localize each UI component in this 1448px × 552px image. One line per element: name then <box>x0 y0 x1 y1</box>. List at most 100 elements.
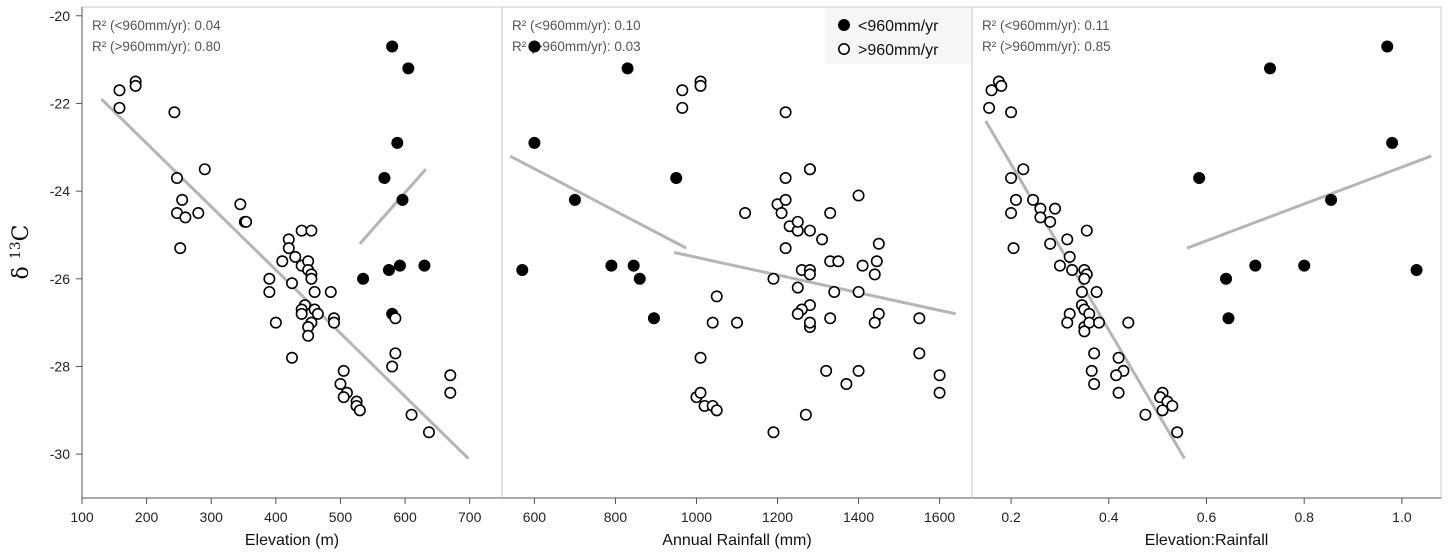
data-point-high-rainfall <box>824 207 837 220</box>
data-point-high-rainfall <box>269 316 282 329</box>
data-point-high-rainfall <box>1088 347 1101 360</box>
data-point-high-rainfall <box>1112 386 1125 399</box>
data-point-high-rainfall <box>113 101 126 114</box>
x-axis-title: Elevation:Rainfall <box>1145 532 1269 549</box>
legend-label: >960mm/yr <box>858 42 939 59</box>
data-point-high-rainfall <box>694 386 707 399</box>
data-point-low-rainfall <box>391 136 404 149</box>
data-point-low-rainfall <box>528 40 541 53</box>
x-tick-label: 1600 <box>924 509 955 525</box>
fit-line <box>100 97 470 460</box>
legend-marker <box>837 42 850 55</box>
data-point-high-rainfall <box>1049 202 1062 215</box>
data-point-low-rainfall <box>1193 171 1206 184</box>
x-tick-label: 200 <box>135 509 159 525</box>
y-tick-label: -28 <box>50 358 70 374</box>
data-point-high-rainfall <box>803 316 816 329</box>
data-point-high-rainfall <box>170 171 183 184</box>
data-point-high-rainfall <box>739 207 752 220</box>
data-point-low-rainfall <box>418 259 431 272</box>
data-point-high-rainfall <box>337 364 350 377</box>
data-point-high-rainfall <box>868 268 881 281</box>
data-point-high-rainfall <box>276 255 289 268</box>
data-point-high-rainfall <box>852 364 865 377</box>
data-point-high-rainfall <box>295 224 308 237</box>
data-point-high-rainfall <box>985 84 998 97</box>
data-point-high-rainfall <box>1005 106 1018 119</box>
data-point-high-rainfall <box>1034 211 1047 224</box>
data-point-high-rainfall <box>1139 408 1152 421</box>
data-point-high-rainfall <box>444 369 457 382</box>
data-point-high-rainfall <box>302 329 315 342</box>
data-point-high-rainfall <box>113 84 126 97</box>
y-tick-label: -22 <box>50 95 70 111</box>
data-point-high-rainfall <box>1078 325 1091 338</box>
data-point-high-rainfall <box>234 198 247 211</box>
data-point-low-rainfall <box>621 62 634 75</box>
data-point-high-rainfall <box>240 215 253 228</box>
data-point-high-rainfall <box>852 285 865 298</box>
panel-frame <box>501 6 973 499</box>
data-point-high-rainfall <box>803 268 816 281</box>
data-point-high-rainfall <box>730 316 743 329</box>
data-point-high-rainfall <box>1061 233 1074 246</box>
data-point-high-rainfall <box>870 255 883 268</box>
data-point-high-rainfall <box>852 189 865 202</box>
data-point-high-rainfall <box>422 426 435 439</box>
data-point-low-rainfall <box>516 264 529 277</box>
data-point-low-rainfall <box>1264 62 1277 75</box>
data-point-low-rainfall <box>396 193 409 206</box>
data-point-high-rainfall <box>1044 215 1057 228</box>
data-point-low-rainfall <box>605 259 618 272</box>
data-point-low-rainfall <box>393 259 406 272</box>
data-point-high-rainfall <box>1122 316 1135 329</box>
x-tick-label: 800 <box>604 509 628 525</box>
r2-annotation-high: R² (>960mm/yr): 0.03 <box>512 39 641 54</box>
data-point-high-rainfall <box>1027 193 1040 206</box>
x-tick-label: 0.4 <box>1099 509 1119 525</box>
x-tick-label: 400 <box>264 509 288 525</box>
data-point-high-rainfall <box>198 163 211 176</box>
data-point-high-rainfall <box>694 351 707 364</box>
data-point-high-rainfall <box>710 404 723 417</box>
fit-line <box>358 168 427 245</box>
data-point-high-rainfall <box>799 408 812 421</box>
data-point-high-rainfall <box>1110 369 1123 382</box>
r2-annotation-high: R² (>960mm/yr): 0.85 <box>982 39 1111 54</box>
data-point-high-rainfall <box>1005 171 1018 184</box>
data-point-high-rainfall <box>779 106 792 119</box>
data-point-high-rainfall <box>405 408 418 421</box>
data-point-high-rainfall <box>353 404 366 417</box>
data-point-low-rainfall <box>1249 259 1262 272</box>
data-point-high-rainfall <box>337 391 350 404</box>
data-point-high-rainfall <box>824 312 837 325</box>
data-point-high-rainfall <box>1156 404 1169 417</box>
x-tick-label: 1400 <box>843 509 874 525</box>
data-point-low-rainfall <box>528 136 541 149</box>
data-point-high-rainfall <box>174 242 187 255</box>
data-point-high-rainfall <box>1017 163 1030 176</box>
y-tick-label: -26 <box>50 271 70 287</box>
data-point-high-rainfall <box>791 281 804 294</box>
data-point-high-rainfall <box>710 290 723 303</box>
data-point-high-rainfall <box>995 79 1008 92</box>
data-point-high-rainfall <box>803 224 816 237</box>
data-point-high-rainfall <box>676 101 689 114</box>
data-point-high-rainfall <box>913 312 926 325</box>
data-point-low-rainfall <box>378 171 391 184</box>
y-tick-label: -24 <box>50 183 70 199</box>
data-point-high-rainfall <box>767 426 780 439</box>
x-tick-label: 0.2 <box>1001 509 1021 525</box>
data-point-high-rainfall <box>1053 259 1066 272</box>
data-point-high-rainfall <box>308 285 321 298</box>
data-point-high-rainfall <box>933 386 946 399</box>
data-point-high-rainfall <box>816 233 829 246</box>
data-point-high-rainfall <box>856 259 869 272</box>
data-point-high-rainfall <box>779 171 792 184</box>
data-point-high-rainfall <box>289 250 302 263</box>
panel-1: 100 200 300 400 500 600 700 Elevation (m) R² (<9… <box>70 6 503 549</box>
data-point-high-rainfall <box>803 163 816 176</box>
data-point-high-rainfall <box>779 193 792 206</box>
data-point-low-rainfall <box>1222 312 1235 325</box>
data-point-low-rainfall <box>1410 264 1423 277</box>
